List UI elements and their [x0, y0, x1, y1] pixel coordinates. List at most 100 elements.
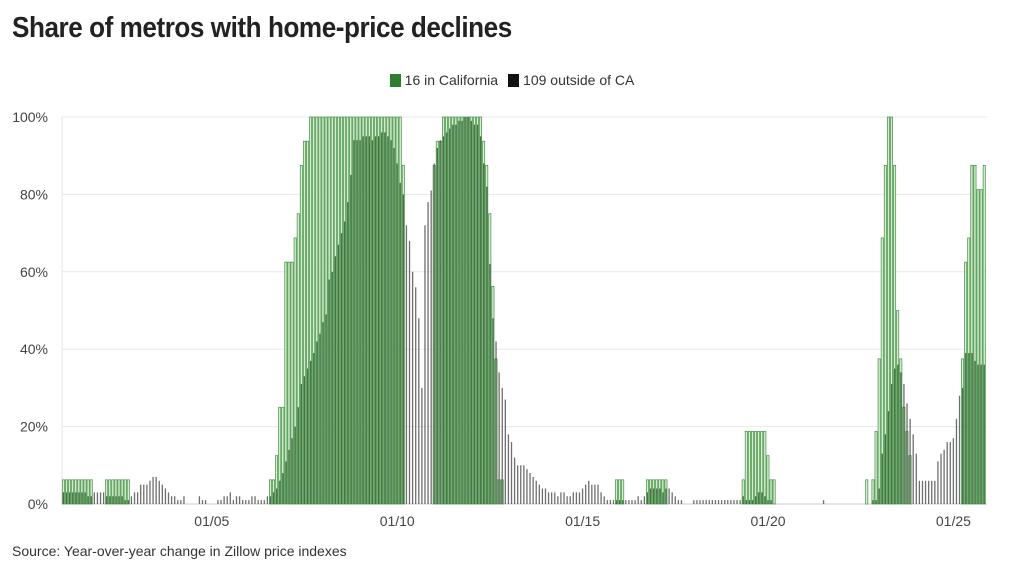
bar-outside-ca: [943, 449, 945, 504]
bar-outside-ca: [952, 438, 955, 504]
legend-item-california[interactable]: 16 in California: [389, 72, 498, 88]
bar-outside-ca: [720, 500, 723, 504]
bar-outside-ca: [136, 492, 139, 504]
bar-outside-ca: [68, 492, 71, 504]
bar-outside-ca: [90, 496, 92, 504]
bar-outside-ca: [483, 163, 485, 504]
bar-outside-ca: [368, 136, 371, 504]
bar-outside-ca: [640, 500, 642, 504]
bar-outside-ca: [362, 136, 364, 504]
bar-outside-ca: [739, 500, 741, 504]
bar-outside-ca: [609, 500, 612, 504]
bar-outside-ca: [204, 500, 207, 504]
bar-outside-ca: [711, 500, 713, 504]
bar-outside-ca: [523, 465, 525, 504]
bar-outside-ca: [430, 190, 432, 504]
bar-outside-ca: [306, 368, 309, 504]
bar-outside-ca: [631, 500, 633, 504]
bar-outside-ca: [643, 496, 646, 504]
bar-outside-ca: [486, 186, 488, 504]
bar-outside-ca: [279, 480, 281, 504]
bar-outside-ca: [965, 353, 967, 504]
bar-outside-ca: [183, 496, 185, 504]
y-tick-label: 100%: [12, 109, 48, 125]
bar-outside-ca: [102, 492, 105, 504]
bar-outside-ca: [541, 488, 544, 504]
bar-outside-ca: [560, 492, 562, 504]
bar-outside-ca: [387, 136, 389, 504]
bar-outside-ca: [597, 484, 599, 504]
bar-outside-ca: [75, 492, 77, 504]
legend-swatch-outside-ca: [508, 73, 520, 87]
bar-outside-ca: [742, 496, 744, 504]
bar-outside-ca: [365, 136, 367, 504]
bar-outside-ca: [581, 488, 584, 504]
bar-outside-ca: [696, 500, 698, 504]
bar-outside-ca: [164, 488, 167, 504]
bar-outside-ca: [72, 492, 74, 504]
bar-outside-ca: [563, 492, 565, 504]
x-tick-label: 01/15: [565, 513, 600, 529]
bar-outside-ca: [588, 480, 590, 504]
bar-outside-ca: [890, 384, 893, 504]
bar-outside-ca: [526, 469, 528, 504]
bar-outside-ca: [396, 163, 398, 504]
bar-outside-ca: [93, 492, 95, 504]
bar-outside-ca: [699, 500, 701, 504]
bar-outside-ca: [517, 465, 519, 504]
bar-california: [766, 455, 770, 505]
bar-outside-ca: [900, 372, 902, 504]
bar-outside-ca: [702, 500, 704, 504]
bar-outside-ca: [140, 484, 142, 504]
x-tick-label: 01/10: [380, 513, 415, 529]
bar-outside-ca: [263, 500, 265, 504]
bar-outside-ca: [980, 364, 982, 504]
bar-outside-ca: [489, 264, 491, 504]
bar-outside-ca: [878, 488, 880, 504]
bar-outside-ca: [727, 500, 729, 504]
bar-outside-ca: [109, 496, 111, 504]
bar-california: [772, 479, 776, 505]
bar-outside-ca: [665, 488, 667, 504]
bar-outside-ca: [968, 353, 970, 504]
bar-outside-ca: [909, 418, 911, 504]
bar-outside-ca: [470, 120, 472, 505]
bar-outside-ca: [390, 140, 392, 504]
bar-outside-ca: [449, 128, 451, 505]
bar-outside-ca: [180, 500, 182, 504]
bar-outside-ca: [928, 480, 930, 504]
x-tick-label: 01/20: [750, 513, 785, 529]
bar-outside-ca: [958, 395, 961, 504]
bar-outside-ca: [411, 271, 414, 504]
bar-outside-ca: [251, 496, 253, 504]
chart-title: Share of metros with home-price declines: [12, 12, 512, 44]
bar-outside-ca: [297, 407, 299, 504]
bar-outside-ca: [408, 240, 411, 504]
bar-outside-ca: [897, 364, 899, 504]
bar-outside-ca: [282, 473, 284, 504]
bar-outside-ca: [371, 140, 374, 504]
bar-outside-ca: [328, 279, 330, 504]
bar-outside-ca: [217, 500, 219, 504]
bar-outside-ca: [276, 488, 278, 504]
bar-outside-ca: [143, 484, 145, 504]
bar-outside-ca: [949, 442, 951, 504]
bar-outside-ca: [399, 182, 401, 505]
bar-outside-ca: [748, 500, 751, 504]
bar-outside-ca: [350, 175, 352, 505]
bar-outside-ca: [745, 500, 747, 504]
legend-label-outside-ca: 109 outside of CA: [523, 72, 635, 88]
bar-outside-ca: [133, 492, 136, 504]
bar-outside-ca: [504, 399, 506, 504]
legend-swatch-california: [389, 73, 401, 87]
bar-outside-ca: [535, 480, 537, 504]
bar-outside-ca: [652, 488, 655, 504]
bar-outside-ca: [467, 117, 469, 504]
bar-outside-ca: [714, 500, 717, 504]
x-tick-label: 01/25: [936, 513, 971, 529]
bar-outside-ca: [724, 500, 726, 504]
bar-outside-ca: [415, 287, 417, 504]
bar-outside-ca: [705, 500, 707, 504]
legend-item-outside-ca[interactable]: 109 outside of CA: [508, 72, 634, 88]
